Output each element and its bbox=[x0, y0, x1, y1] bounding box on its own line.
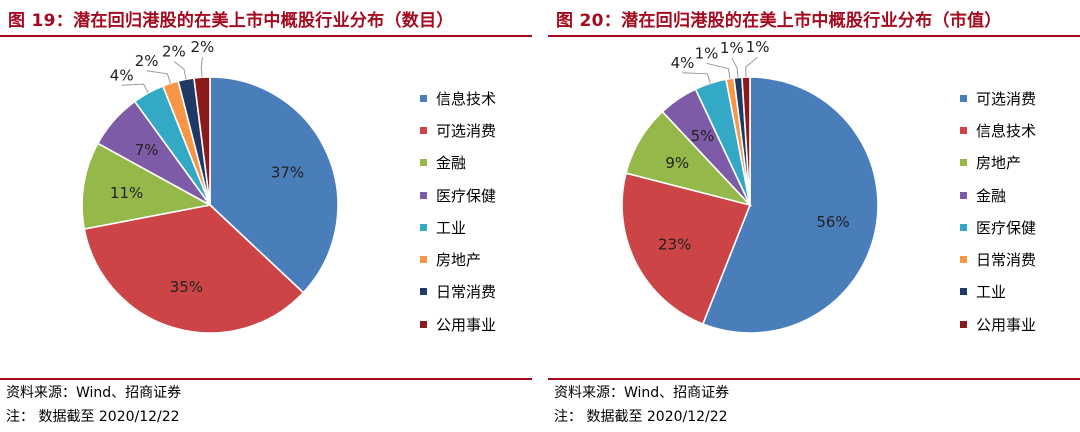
pie-slice-2 bbox=[621, 172, 752, 326]
leader-line bbox=[731, 57, 739, 78]
slice-value-label: 2% bbox=[162, 42, 186, 60]
legend-swatch bbox=[420, 256, 427, 264]
legend-item: 医疗保健 bbox=[420, 179, 496, 211]
pie-slice-2 bbox=[83, 204, 305, 334]
pie-slice-3 bbox=[81, 142, 213, 230]
source-note: 资料来源：Wind、招商证券 bbox=[554, 385, 730, 401]
legend-item: 可选消费 bbox=[960, 82, 1036, 114]
legend-item: 信息技术 bbox=[960, 114, 1036, 146]
legend-swatch bbox=[960, 191, 967, 199]
legend-label: 日常消费 bbox=[436, 283, 497, 302]
legend-swatch bbox=[960, 126, 967, 134]
legend-item: 房地产 bbox=[960, 147, 1036, 179]
slice-value-label: 2% bbox=[191, 40, 215, 56]
legend-item: 金融 bbox=[960, 179, 1036, 211]
chart-panel-industry-count: 图 19：潜在回归港股的在美上市中概股行业分布（数目） 37% 35% 11% 7% 4… bbox=[0, 0, 532, 432]
slice-value-label: 35% bbox=[170, 278, 203, 296]
legend-label: 信息技术 bbox=[976, 121, 1037, 140]
legend-swatch bbox=[960, 320, 967, 328]
legend-item: 公用事业 bbox=[420, 308, 496, 340]
legend-label: 信息技术 bbox=[436, 89, 497, 108]
legend-label: 金融 bbox=[976, 186, 1007, 205]
legend-label: 公用事业 bbox=[976, 315, 1037, 334]
legend-item: 日常消费 bbox=[960, 243, 1036, 275]
legend: 可选消费信息技术房地产金融医疗保健日常消费工业公用事业 bbox=[960, 82, 1036, 340]
legend-swatch bbox=[960, 288, 967, 296]
legend-swatch bbox=[420, 223, 427, 231]
leader-line bbox=[146, 70, 171, 84]
leader-line bbox=[173, 61, 187, 80]
slice-value-label: 7% bbox=[135, 141, 159, 159]
legend-item: 日常消费 bbox=[420, 276, 496, 308]
leader-line bbox=[121, 83, 149, 94]
slice-value-label: 4% bbox=[110, 66, 134, 84]
legend-label: 房地产 bbox=[976, 154, 1022, 173]
legend-swatch bbox=[420, 94, 427, 102]
slice-value-label: 5% bbox=[691, 127, 715, 145]
legend-label: 房地产 bbox=[436, 251, 482, 270]
legend-swatch bbox=[960, 256, 967, 264]
legend-label: 医疗保健 bbox=[976, 218, 1037, 237]
slice-value-label: 9% bbox=[665, 154, 689, 172]
slice-value-label: 1% bbox=[695, 44, 719, 62]
source-note: 资料来源：Wind、招商证券 bbox=[6, 385, 182, 401]
legend-item: 金融 bbox=[420, 147, 496, 179]
legend-item: 医疗保健 bbox=[960, 211, 1036, 243]
legend-item: 工业 bbox=[420, 211, 496, 243]
slice-value-label: 56% bbox=[816, 213, 849, 231]
legend-label: 日常消费 bbox=[976, 251, 1037, 270]
date-note: 注： 数据截至 2020/12/22 bbox=[6, 409, 180, 425]
slice-value-label: 1% bbox=[720, 40, 744, 57]
legend-label: 可选消费 bbox=[436, 121, 497, 140]
legend-item: 信息技术 bbox=[420, 82, 496, 114]
legend-label: 可选消费 bbox=[976, 89, 1037, 108]
legend-swatch bbox=[420, 320, 427, 328]
legend-item: 可选消费 bbox=[420, 114, 496, 146]
slice-value-label: 2% bbox=[135, 52, 159, 70]
pie-chart-count: 37%35%11%7%4%2%2% 2% bbox=[81, 40, 339, 334]
leader-line bbox=[200, 57, 203, 78]
chart-title: 图 19：潜在回归港股的在美上市中概股行业分布（数目） bbox=[8, 11, 454, 31]
pie-slice-1 bbox=[701, 76, 879, 334]
legend-swatch bbox=[420, 126, 427, 134]
legend-swatch bbox=[960, 223, 967, 231]
legend-label: 金融 bbox=[436, 154, 467, 173]
legend-swatch bbox=[420, 288, 427, 296]
legend-swatch bbox=[420, 191, 427, 199]
title-rule bbox=[548, 35, 1080, 37]
footer-rule bbox=[548, 378, 1080, 380]
legend-label: 医疗保健 bbox=[436, 186, 497, 205]
chart-panel-market-cap: 图 20：潜在回归港股的在美上市中概股行业分布（市值） 56% 23% 9% 5% 4%… bbox=[548, 0, 1080, 432]
legend-swatch bbox=[960, 94, 967, 102]
legend: 信息技术可选消费金融医疗保健工业房地产日常消费公用事业 bbox=[420, 82, 496, 340]
legend-label: 工业 bbox=[976, 283, 1007, 302]
leader-line bbox=[745, 56, 758, 78]
legend-label: 公用事业 bbox=[436, 315, 497, 334]
pie-chart-market-cap: 56%23%9%5%4%1% 1% 1% bbox=[621, 40, 879, 334]
leader-line bbox=[706, 62, 731, 79]
pie-slice-1 bbox=[209, 76, 339, 294]
slice-value-label: 1% bbox=[746, 40, 770, 56]
legend-swatch bbox=[960, 159, 967, 167]
legend-item: 房地产 bbox=[420, 243, 496, 275]
footer-rule bbox=[0, 378, 532, 380]
leader-line bbox=[682, 72, 711, 84]
legend-item: 工业 bbox=[960, 276, 1036, 308]
slice-value-label: 4% bbox=[671, 54, 695, 72]
date-note: 注： 数据截至 2020/12/22 bbox=[554, 409, 728, 425]
slice-value-label: 11% bbox=[110, 184, 143, 202]
slice-value-label: 37% bbox=[271, 163, 304, 181]
legend-label: 工业 bbox=[436, 218, 467, 237]
legend-swatch bbox=[420, 159, 427, 167]
chart-title: 图 20：潜在回归港股的在美上市中概股行业分布（市值） bbox=[556, 11, 1002, 31]
legend-item: 公用事业 bbox=[960, 308, 1036, 340]
title-rule bbox=[0, 35, 532, 37]
slice-value-label: 23% bbox=[658, 235, 691, 253]
